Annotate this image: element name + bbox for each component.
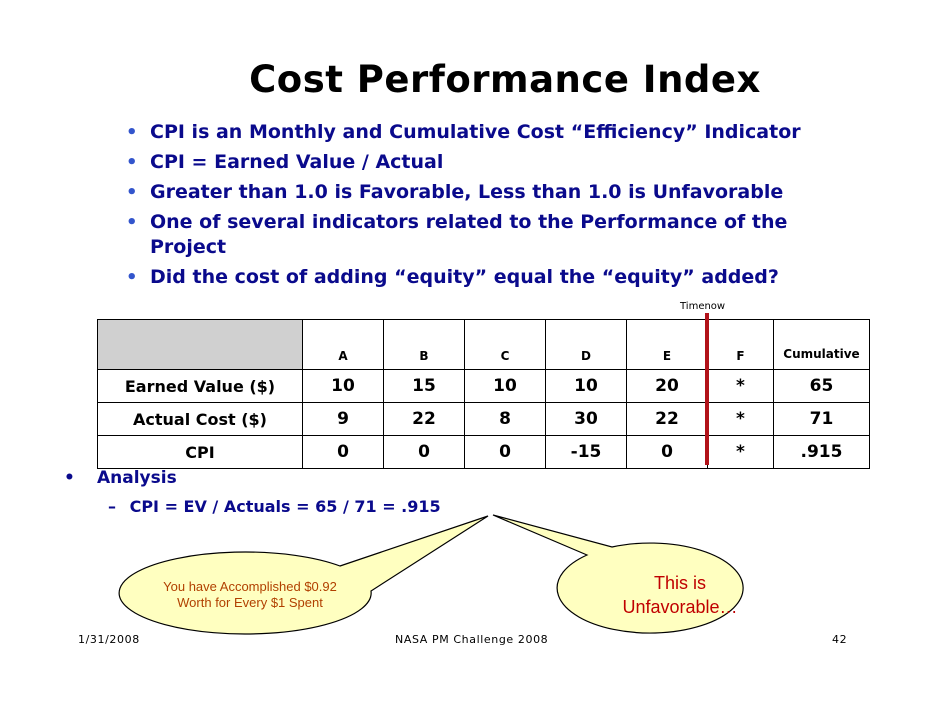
- bullet-text: One of several indicators related to the…: [150, 211, 788, 258]
- dash-icon: –: [108, 497, 116, 516]
- cpi-table: A B C D E F Cumulative Earned Value ($) …: [97, 319, 870, 469]
- bullet-text: Did the cost of adding “equity” equal th…: [150, 266, 779, 288]
- table-cell: 10: [464, 369, 546, 403]
- bullet-text: CPI is an Monthly and Cumulative Cost “E…: [150, 121, 801, 143]
- bullet-text: Greater than 1.0 is Favorable, Less than…: [150, 181, 784, 203]
- table-cell: 22: [626, 402, 708, 436]
- header-blank-cell: [97, 319, 303, 370]
- bullet-icon: •: [126, 212, 138, 233]
- bullet-icon: •: [126, 152, 138, 173]
- row-label: Actual Cost ($): [97, 402, 303, 436]
- analysis-bullet-icon: •: [64, 468, 75, 488]
- slide-title: Cost Performance Index: [249, 58, 761, 101]
- analysis-heading-text: Analysis: [97, 468, 177, 488]
- bullet-icon: •: [126, 267, 138, 288]
- header-cell: B: [383, 319, 465, 370]
- header-cell-cumulative: Cumulative: [773, 319, 870, 370]
- table-cell: 0: [302, 435, 384, 469]
- row-label: CPI: [97, 435, 303, 469]
- bullet-icon: •: [126, 122, 138, 143]
- table-cell: 20: [626, 369, 708, 403]
- callout-right-text: This is Unfavorable…: [622, 573, 738, 617]
- table-cell: 22: [383, 402, 465, 436]
- table-cell: 30: [545, 402, 627, 436]
- bullet-list: • CPI is an Monthly and Cumulative Cost “…: [126, 120, 926, 295]
- table-cell: 0: [464, 435, 546, 469]
- table-cell: *: [707, 435, 774, 469]
- table-cell: *: [707, 369, 774, 403]
- bullet-item: • Greater than 1.0 is Favorable, Less tha…: [126, 180, 926, 205]
- timenow-marker-line: [705, 313, 709, 465]
- bullet-item: • CPI = Earned Value / Actual: [126, 150, 926, 175]
- analysis-formula: – CPI = EV / Actuals = 65 / 71 = .915: [108, 497, 441, 516]
- footer-center-text: NASA PM Challenge 2008: [395, 633, 549, 646]
- footer-page-number: 42: [832, 633, 848, 646]
- table-cell: 10: [545, 369, 627, 403]
- footer-date: 1/31/2008: [78, 633, 140, 646]
- table-row: Actual Cost ($) 9 22 8 30 22 * 71: [97, 402, 870, 436]
- bullet-text: CPI = Earned Value / Actual: [150, 151, 444, 173]
- callout-left-text: You have Accomplished $0.92 Worth for Ev…: [163, 579, 337, 610]
- bullet-item: • Did the cost of adding “equity” equal t…: [126, 265, 926, 290]
- table-cell: 0: [626, 435, 708, 469]
- table-cell: *: [707, 402, 774, 436]
- table-cell: 15: [383, 369, 465, 403]
- header-cell: E: [626, 319, 708, 370]
- formula-text: CPI = EV / Actuals = 65 / 71 = .915: [129, 497, 441, 516]
- table-cell: 8: [464, 402, 546, 436]
- table-row: Earned Value ($) 10 15 10 10 20 * 65: [97, 369, 870, 403]
- bullet-icon: •: [126, 182, 138, 203]
- callout-left-bubble: [118, 515, 489, 635]
- table-cell: 0: [383, 435, 465, 469]
- timenow-label: Timenow: [680, 301, 726, 312]
- table-row: CPI 0 0 0 -15 0 * .915: [97, 435, 870, 469]
- table-header-row: A B C D E F Cumulative: [97, 319, 870, 370]
- bullet-item: • One of several indicators related to th…: [126, 210, 870, 260]
- table-cell: -15: [545, 435, 627, 469]
- header-cell: D: [545, 319, 627, 370]
- callout-right-bubble: [492, 514, 744, 634]
- table-cell: .915: [773, 435, 870, 469]
- row-label: Earned Value ($): [97, 369, 303, 403]
- bullet-item: • CPI is an Monthly and Cumulative Cost “…: [126, 120, 926, 145]
